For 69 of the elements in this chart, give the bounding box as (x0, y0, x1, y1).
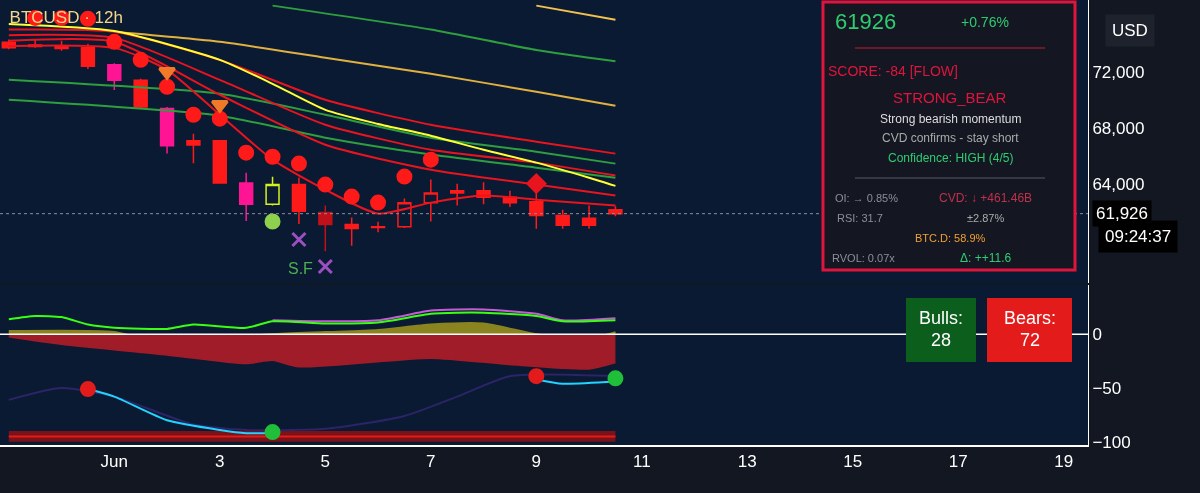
annotation: 28 (931, 330, 952, 350)
candlestick (186, 133, 201, 165)
candlestick (80, 42, 96, 70)
point (238, 144, 255, 161)
candlestick (397, 197, 412, 229)
point (317, 176, 334, 193)
point (211, 110, 228, 127)
y-tick-label: 0 (1092, 325, 1102, 345)
point (422, 151, 439, 168)
point (132, 51, 149, 68)
x-tick-label: 9 (531, 452, 542, 472)
point (396, 168, 413, 185)
candlestick (318, 204, 333, 253)
annotation: Strong bearish momentum (880, 112, 1022, 126)
annotation: Bulls: (919, 308, 964, 328)
y-tick-label: −100 (1092, 432, 1131, 452)
candlestick (344, 216, 359, 247)
point (264, 148, 281, 165)
point (290, 155, 307, 172)
candlestick (265, 175, 280, 207)
candlestick (212, 140, 228, 184)
annotation: 61926 (835, 9, 897, 34)
point (343, 188, 360, 205)
x-tick-label: 13 (737, 452, 757, 472)
x-tick-label: 5 (320, 452, 331, 472)
candlestick (449, 183, 465, 207)
annotation: STRONG_BEAR (893, 89, 1007, 106)
point (159, 78, 176, 95)
candlestick (291, 176, 307, 225)
candlestick (423, 178, 439, 223)
x-tick-label: 11 (632, 452, 651, 472)
text: USD (1112, 21, 1148, 40)
x-tick-label: 17 (948, 452, 968, 472)
candlestick (159, 106, 175, 155)
candlestick (581, 204, 597, 230)
x-tick-label: 3 (215, 452, 225, 472)
candlestick (107, 62, 122, 91)
annotation: SCORE: -84 [FLOW] (828, 63, 958, 79)
annotation: Bears: (1004, 308, 1057, 328)
annotation: BTC.D: 58.9% (915, 232, 986, 244)
point (185, 106, 202, 123)
annotation: CVD: ↓ +461.46B (939, 191, 1033, 205)
annotation: RVOL: 0.07x (832, 252, 896, 264)
x-tick-label: 15 (843, 452, 863, 472)
ref-line-label: 61,926 (1096, 204, 1148, 223)
candlestick (555, 209, 570, 230)
x-tick-label: Jun (100, 452, 128, 472)
annotation: RSI: 31.7 (837, 212, 883, 224)
candlestick (133, 78, 148, 110)
annotation: OI: → 0.85% (835, 192, 899, 204)
candlestick (370, 221, 386, 234)
annotation: Confidence: HIGH (4/5) (888, 151, 1014, 165)
y-tick-label: −50 (1092, 378, 1122, 398)
annotation: ±2.87% (967, 212, 1005, 224)
annotation: Δ: ++11.6 (960, 251, 1012, 265)
annotation: S.F (288, 260, 314, 277)
annotation: CVD confirms - stay short (882, 131, 1020, 145)
text: 09:24:37 (1105, 227, 1172, 246)
point (79, 10, 96, 27)
y-tick-label: 68,000 (1092, 119, 1145, 139)
candlestick (238, 171, 254, 222)
annotation: +0.76% (961, 14, 1009, 30)
y-tick-label: 64,000 (1092, 175, 1145, 195)
annotation: 72 (1020, 330, 1041, 350)
x-tick-label: 19 (1054, 452, 1074, 472)
point (370, 194, 387, 211)
point (106, 33, 123, 50)
x-tick-label: 7 (426, 452, 436, 472)
y-tick-label: 72,000 (1092, 62, 1145, 82)
